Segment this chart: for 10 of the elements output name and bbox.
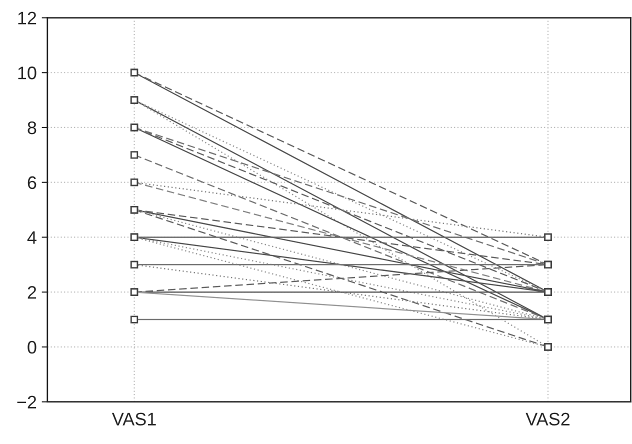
y-tick-label: 8 (28, 121, 36, 134)
y-tick-label: 4 (27, 231, 36, 244)
x-tick-label: VAS1 (112, 412, 156, 426)
x-tick-label: VAS2 (526, 412, 570, 426)
y-tick-label: −2 (17, 396, 36, 408)
y-tick-label: 12 (18, 12, 36, 24)
y-tick-label: 10 (18, 66, 36, 80)
y-tick-label: 0 (28, 340, 36, 354)
y-tick-label: 6 (28, 176, 36, 190)
y-tick-label: 2 (28, 286, 36, 299)
